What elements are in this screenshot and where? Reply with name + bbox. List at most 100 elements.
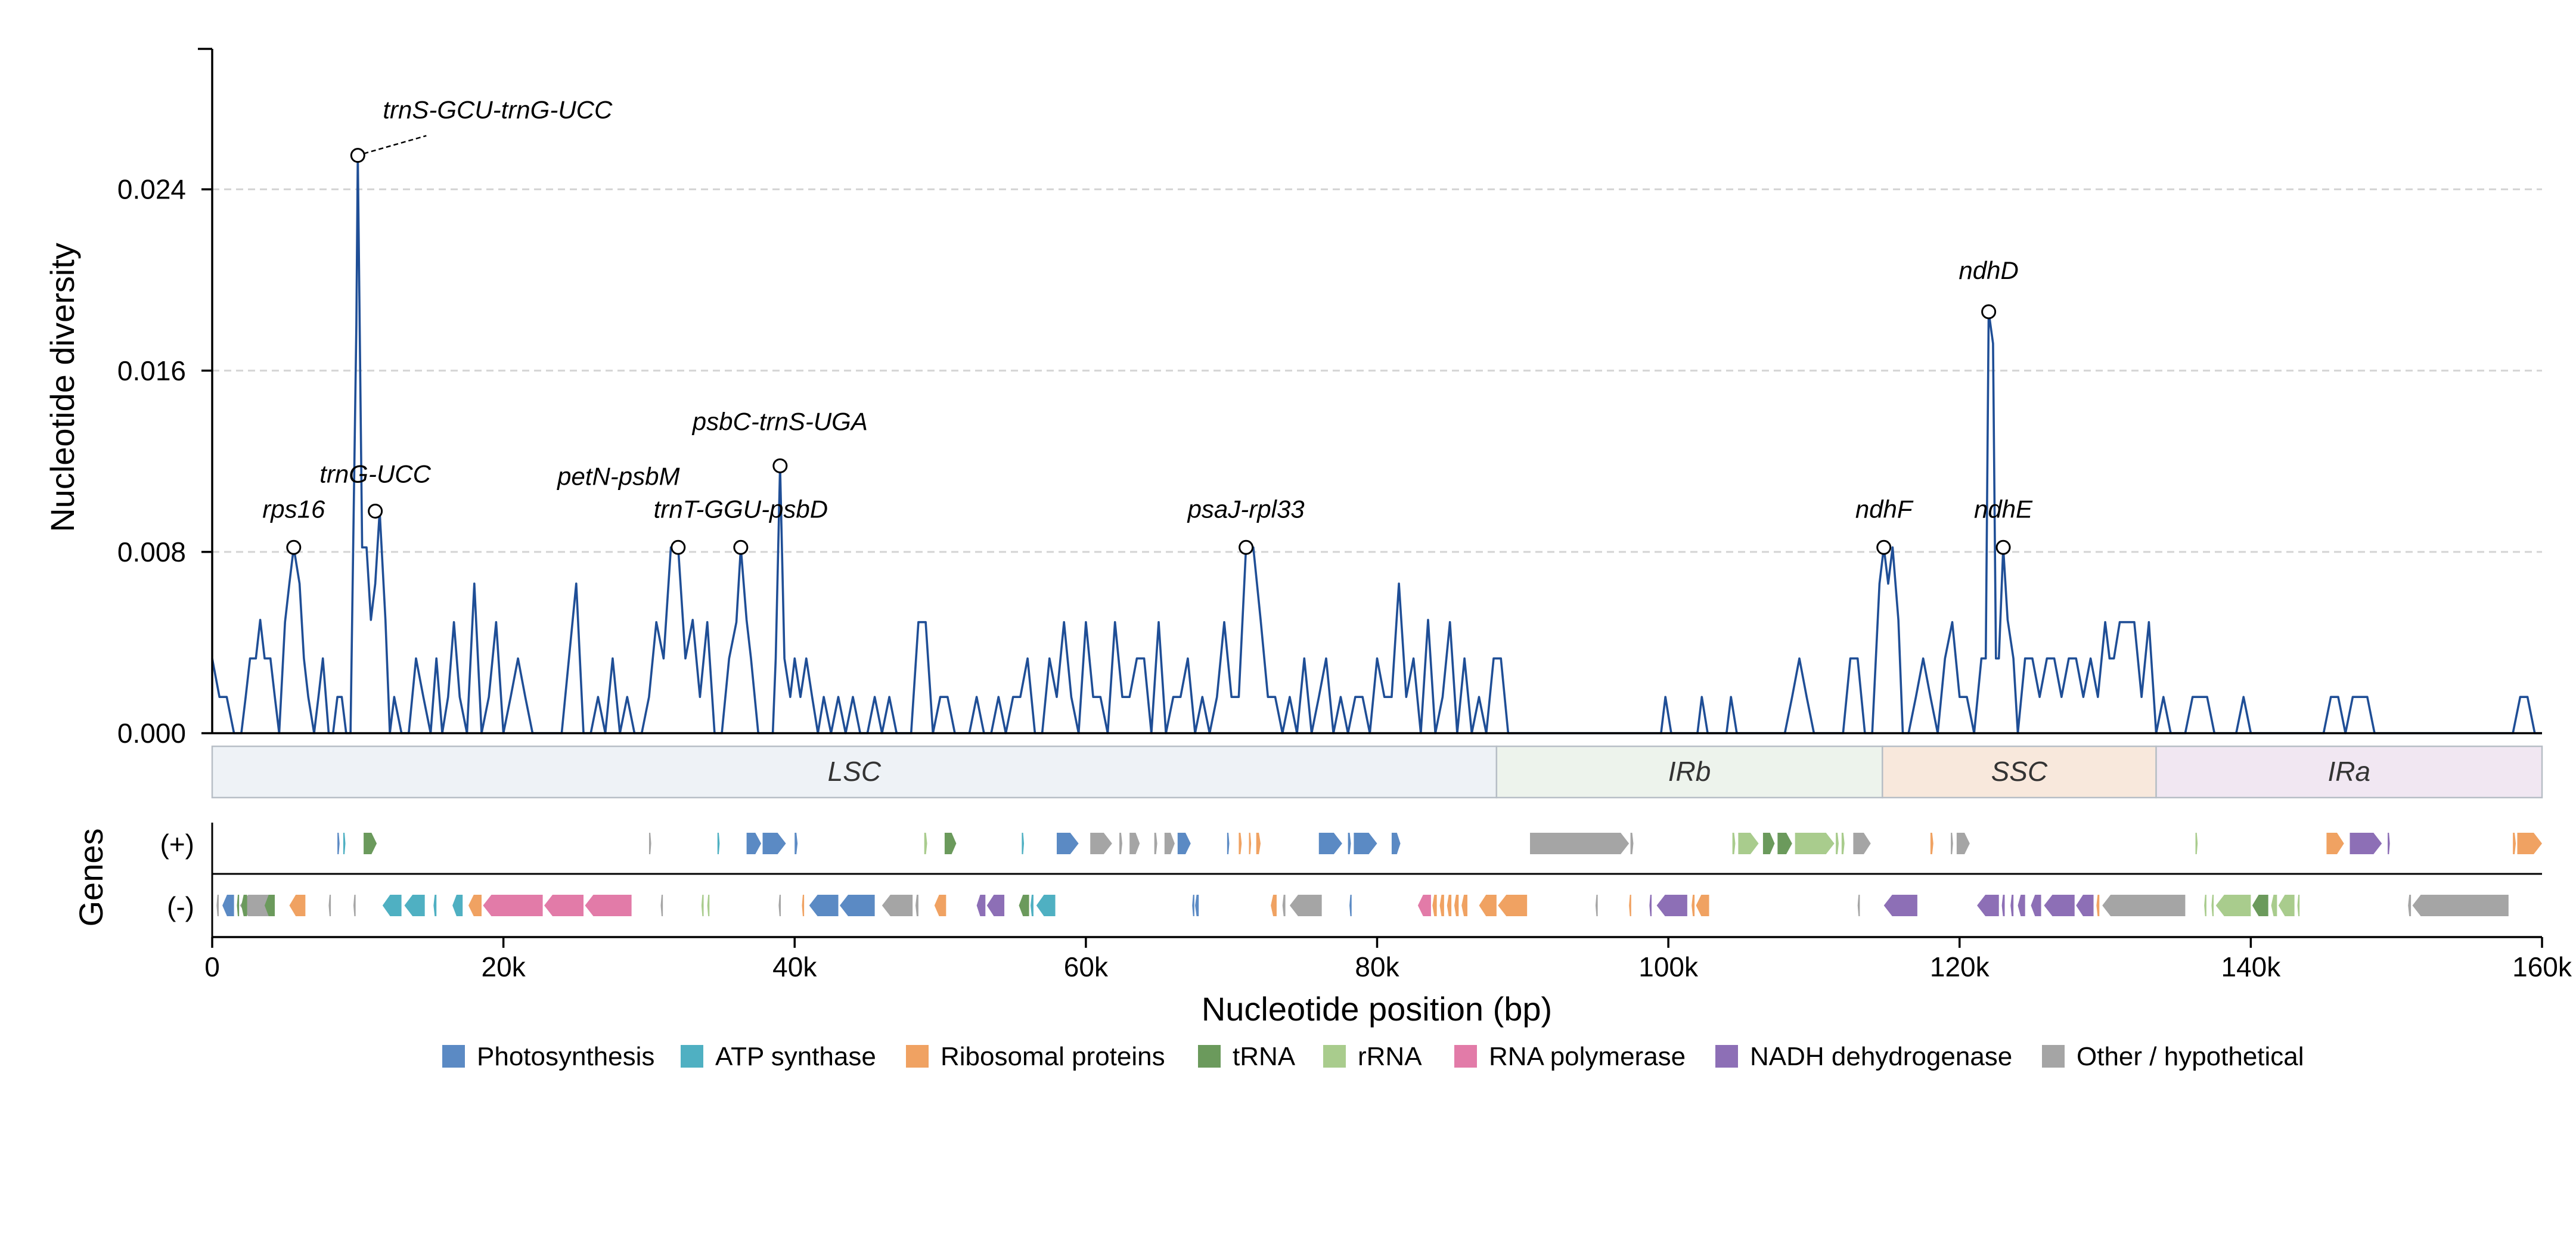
x-tick-label-3: 60k xyxy=(1064,951,1109,982)
y-tick-label-3: 0.024 xyxy=(117,174,186,205)
plus-strand-gene-9 xyxy=(944,833,957,854)
minus-strand-gene-70 xyxy=(2408,895,2411,916)
minus-strand-gene-22 xyxy=(809,895,839,916)
minus-strand-gene-68 xyxy=(2278,895,2295,916)
minus-strand-gene-13 xyxy=(468,895,482,916)
minus-strand-gene-55 xyxy=(2001,895,2005,916)
plus-strand-gene-6 xyxy=(762,833,786,854)
plus-strand-gene-4 xyxy=(717,833,720,854)
peak-marker-trnt-ggu-psbd xyxy=(733,539,749,555)
plus-strand-gene-35 xyxy=(1853,833,1871,854)
legend-label-photosynthesis: Photosynthesis xyxy=(477,1042,654,1071)
minus-strand-gene-11 xyxy=(433,895,437,916)
minus-strand-gene-14 xyxy=(483,895,543,916)
x-tick-label-7: 140k xyxy=(2221,951,2282,982)
peak-marker-petn-psbm xyxy=(671,539,686,555)
minus-strand-label: (-) xyxy=(167,891,194,922)
axes: 0.000 0.008 0.016 0.024 0 20k 40k 60k 80k 100k 120… xyxy=(117,48,2572,982)
plus-strand-gene-12 xyxy=(1090,833,1112,854)
minus-strand-gene-32 xyxy=(1192,895,1194,916)
plus-strand-gene-38 xyxy=(1956,833,1970,854)
plus-strand-gene-25 xyxy=(1391,833,1401,854)
plus-strand-gene-36 xyxy=(1930,833,1933,854)
plus-strand-gene-23 xyxy=(1348,833,1351,854)
legend-label-atp-synthase: ATP synthase xyxy=(715,1042,876,1071)
plus-strand-gene-44 xyxy=(2517,833,2542,854)
minus-strand-gene-54 xyxy=(1977,895,1999,916)
plus-strand-gene-19 xyxy=(1239,833,1242,854)
minus-strand-gene-5 xyxy=(264,895,275,916)
x-tick-label-6: 120k xyxy=(1930,951,1990,982)
plus-strand-gene-20 xyxy=(1249,833,1252,854)
peak-marker-ndhe xyxy=(1995,539,2011,555)
genes-axis-title: Genes xyxy=(72,829,110,927)
peak-marker-ndhd xyxy=(1981,304,1997,320)
x-tick-label-8: 160k xyxy=(2512,951,2572,982)
minus-strand-gene-57 xyxy=(2018,895,2025,916)
minus-strand-gene-34 xyxy=(1271,895,1277,916)
minus-strand-gene-60 xyxy=(2076,895,2094,916)
peak-label-ndhf: ndhF xyxy=(1855,495,1914,523)
minus-strand-gene-31 xyxy=(1036,895,1056,916)
minus-strand-gene-2 xyxy=(237,895,240,916)
minus-strand-gene-66 xyxy=(2252,895,2268,916)
plus-strand-gene-11 xyxy=(1057,833,1079,854)
plus-strand-gene-27 xyxy=(1630,833,1634,854)
minus-strand-gene-21 xyxy=(802,895,805,916)
plus-strand-gene-1 xyxy=(343,833,346,854)
gene-tracks xyxy=(216,833,2542,916)
plus-strand-gene-3 xyxy=(648,833,651,854)
minus-strand-gene-42 xyxy=(1454,895,1459,916)
peak-marker-ndhf xyxy=(1876,539,1892,555)
legend: Photosynthesis ATP synthase Ribosomal prot… xyxy=(442,1042,2304,1071)
peak-label-psbc-trns-uga: psbC-trnS-UGA xyxy=(691,407,868,435)
minus-strand-gene-65 xyxy=(2215,895,2251,916)
peak-marker-psaj-rpl33 xyxy=(1239,539,1254,555)
peak-label-trns-gcu-trng-ucc: trnS-GCU-trnG-UCC xyxy=(383,96,613,124)
plus-strand-gene-34 xyxy=(1841,833,1845,854)
minus-strand-gene-24 xyxy=(882,895,913,916)
legend-swatch-nadh-dehydrogenase xyxy=(1715,1045,1738,1068)
minus-strand-gene-20 xyxy=(778,895,781,916)
plus-strand-gene-0 xyxy=(337,833,340,854)
plus-strand-gene-10 xyxy=(1022,833,1025,854)
y-axis-title: Nucleotide diversity xyxy=(44,243,81,532)
plus-strand-gene-42 xyxy=(2388,833,2390,854)
minus-strand-gene-12 xyxy=(452,895,463,916)
region-label-ira: IRa xyxy=(2327,756,2370,787)
plus-strand-gene-28 xyxy=(1732,833,1736,854)
legend-swatch-atp-synthase xyxy=(681,1045,703,1068)
x-tick-label-2: 40k xyxy=(772,951,817,982)
x-tick-label-5: 100k xyxy=(1638,951,1699,982)
plus-strand-gene-21 xyxy=(1256,833,1261,854)
peak-annotations: trnS-GCU-trnG-UCC trnG-UCC rps16 petN-psbM t… xyxy=(262,96,2033,555)
minus-strand-gene-3 xyxy=(240,895,274,916)
minus-strand-gene-6 xyxy=(289,895,306,916)
peak-marker-psbc-trns-uga xyxy=(772,458,788,473)
minus-strand-gene-56 xyxy=(2010,895,2014,916)
minus-strand-gene-62 xyxy=(2102,895,2186,916)
plus-strand-gene-24 xyxy=(1354,833,1377,854)
minus-strand-gene-59 xyxy=(2044,895,2075,916)
minus-strand-gene-15 xyxy=(544,895,584,916)
diversity-series xyxy=(211,154,2542,734)
plus-strand-gene-16 xyxy=(1164,833,1175,854)
y-tick-label-2: 0.016 xyxy=(117,355,186,386)
plus-strand-gene-2 xyxy=(364,833,377,854)
plus-strand-gene-37 xyxy=(1951,833,1953,854)
y-tick-label-0: 0.000 xyxy=(117,718,186,749)
plus-strand-gene-43 xyxy=(2513,833,2516,854)
minus-strand-gene-63 xyxy=(2204,895,2206,916)
minus-strand-gene-39 xyxy=(1432,895,1437,916)
minus-strand-gene-18 xyxy=(701,895,704,916)
minus-strand-gene-61 xyxy=(2096,895,2100,916)
plus-strand-gene-17 xyxy=(1177,833,1191,854)
minus-strand-gene-71 xyxy=(2412,895,2509,916)
legend-label-ribosomal-proteins: Ribosomal proteins xyxy=(941,1042,1165,1071)
minus-strand-gene-67 xyxy=(2271,895,2277,916)
minus-strand-gene-26 xyxy=(934,895,946,916)
minus-strand-gene-58 xyxy=(2031,895,2041,916)
plus-strand-gene-30 xyxy=(1762,833,1775,854)
x-axis-title: Nucleotide position (bp) xyxy=(1202,990,1552,1028)
minus-strand-gene-28 xyxy=(986,895,1005,916)
